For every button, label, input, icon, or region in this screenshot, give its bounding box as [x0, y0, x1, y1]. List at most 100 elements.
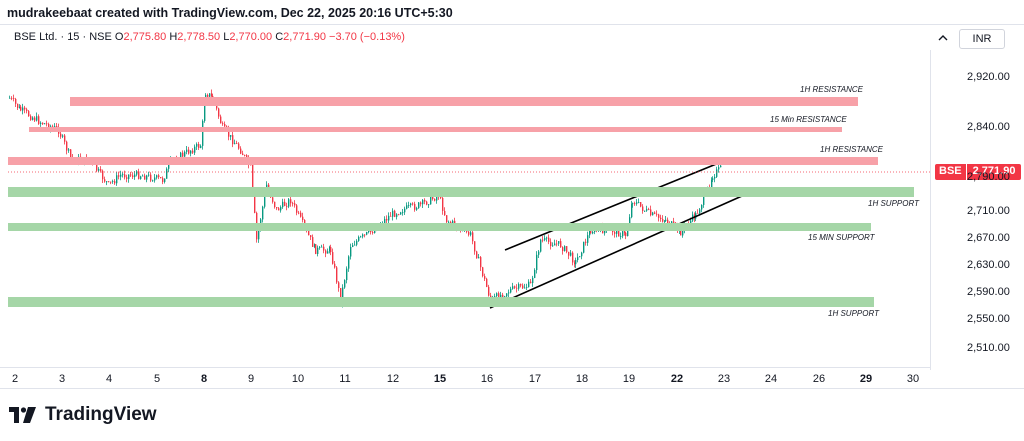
candle-body: [452, 220, 454, 224]
candle-body: [585, 241, 587, 243]
candle-body: [34, 117, 36, 121]
candle-body: [56, 126, 58, 128]
price-tick: 2,670.00: [967, 232, 1010, 244]
candle-body: [632, 203, 634, 205]
candle-body: [386, 218, 388, 221]
candle-body: [126, 177, 128, 179]
candle-body: [19, 106, 21, 108]
candle-body: [70, 149, 72, 158]
chart-frame[interactable]: [0, 24, 1024, 389]
candle-body: [366, 232, 368, 235]
candle-body: [182, 152, 184, 157]
candle-body: [315, 244, 317, 254]
candle-body: [368, 230, 370, 233]
zone-label-s1: 1H SUPPORT: [868, 199, 919, 208]
candle-body: [104, 179, 106, 182]
candle-body: [246, 155, 248, 158]
candle-body: [323, 246, 325, 251]
candle-body: [478, 257, 480, 259]
candle-body: [314, 244, 316, 247]
candle-body: [198, 143, 200, 148]
candle-body: [712, 178, 714, 180]
candle-body: [317, 247, 319, 254]
candle-body: [528, 281, 530, 288]
candle-body: [188, 149, 190, 154]
candle-body: [106, 181, 108, 183]
candle-body: [262, 206, 264, 220]
candle-body: [444, 210, 446, 216]
zone-1h-support-bottom[interactable]: [8, 297, 874, 307]
candle-body: [358, 236, 360, 241]
candle-body: [144, 175, 146, 180]
candle-body: [124, 174, 126, 178]
zone-15min-resistance[interactable]: [29, 127, 842, 132]
time-tick: 22: [670, 373, 684, 385]
candle-body: [370, 230, 372, 233]
candle-body: [298, 212, 300, 214]
time-tick: 11: [339, 373, 351, 385]
time-tick: 15: [433, 373, 447, 385]
candle-body: [46, 123, 48, 125]
candle-body: [264, 194, 266, 207]
candle-body: [558, 241, 560, 244]
zone-1h-resistance-mid[interactable]: [8, 157, 878, 165]
candle-body: [164, 178, 166, 182]
candle-body: [38, 116, 40, 124]
currency-button[interactable]: INR: [959, 29, 1005, 49]
collapse-icon[interactable]: [936, 31, 950, 45]
candle-body: [518, 284, 520, 289]
zone-15min-support[interactable]: [8, 223, 871, 231]
zone-label-s2: 15 MIN SUPPORT: [808, 233, 875, 242]
candle-body: [577, 257, 579, 261]
candle-body: [384, 218, 386, 225]
candle-body: [564, 246, 566, 251]
channel-trendline[interactable]: [504, 157, 732, 251]
zone-1h-resistance-top[interactable]: [70, 97, 858, 106]
candle-body: [638, 202, 640, 203]
candle-body: [390, 215, 392, 217]
candle-body: [412, 203, 414, 205]
candle-body: [542, 239, 544, 241]
candle-body: [96, 164, 98, 171]
candle-body: [581, 252, 583, 257]
candle-body: [652, 212, 654, 216]
candle-body: [272, 197, 274, 202]
candle-body: [168, 163, 170, 169]
tradingview-logo[interactable]: TradingView: [9, 404, 157, 426]
candle-body: [534, 270, 536, 278]
candle-body: [194, 146, 196, 153]
tradingview-icon: [9, 407, 36, 423]
time-tick: 18: [575, 373, 589, 385]
candle-body: [202, 120, 204, 146]
candle-body: [716, 169, 718, 177]
candle-body: [102, 170, 104, 180]
candle-body: [470, 232, 472, 235]
candle-body: [200, 145, 202, 148]
candle-body: [52, 126, 54, 128]
price-tag-symbol: BSE: [935, 164, 966, 180]
candle-body: [336, 267, 338, 283]
brand-name: TradingView: [45, 404, 157, 425]
candle-body: [508, 292, 510, 294]
candle-body: [190, 150, 192, 154]
candle-body: [414, 203, 416, 210]
change-value: −3.70 (−0.13%): [329, 31, 405, 43]
candle-body: [11, 97, 13, 99]
candle-body: [488, 286, 490, 296]
candle-body: [512, 286, 514, 289]
zone-1h-support-top[interactable]: [8, 187, 914, 197]
channel-trendline[interactable]: [489, 187, 761, 309]
candle-body: [36, 116, 38, 121]
candle-body: [234, 143, 236, 145]
close-key: C: [275, 31, 284, 43]
candle-body: [587, 235, 589, 243]
candle-body: [629, 217, 631, 227]
candle-body: [13, 98, 15, 99]
candle-body: [230, 135, 232, 137]
price-axis[interactable]: [930, 50, 1024, 370]
candle-body: [138, 171, 140, 179]
low-value: 2,770.00: [229, 31, 273, 43]
time-tick: 19: [622, 373, 636, 385]
candle-body: [718, 167, 720, 170]
